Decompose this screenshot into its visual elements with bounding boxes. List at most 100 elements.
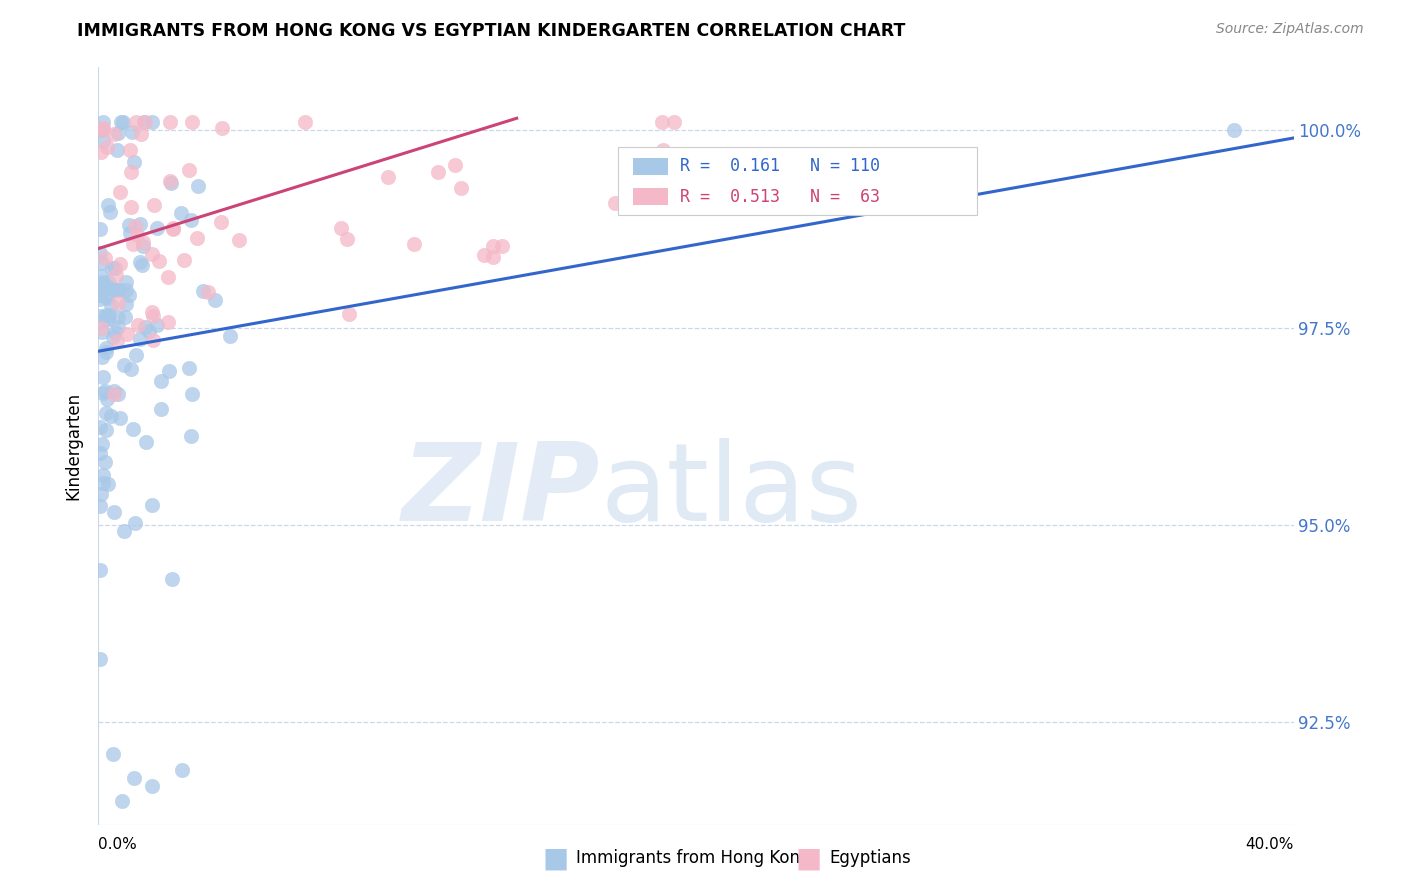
Point xyxy=(89,563,111,577)
Point xyxy=(204,293,226,307)
Point xyxy=(603,195,626,210)
Point xyxy=(115,275,138,289)
Point xyxy=(107,310,129,324)
Point xyxy=(180,212,202,227)
Point xyxy=(134,320,156,334)
Point xyxy=(97,275,120,289)
Point xyxy=(172,763,194,777)
Point xyxy=(103,747,125,761)
Point xyxy=(186,231,208,245)
Point xyxy=(114,297,136,311)
Point xyxy=(427,164,450,178)
Point xyxy=(337,307,360,321)
Point xyxy=(181,387,204,401)
Point xyxy=(444,158,467,172)
Point xyxy=(160,572,183,586)
Point xyxy=(110,185,132,199)
Point xyxy=(90,269,112,284)
Point xyxy=(472,247,495,261)
Point xyxy=(96,392,118,406)
Point xyxy=(191,284,214,298)
Point xyxy=(1223,123,1246,137)
Point xyxy=(103,127,125,141)
Point xyxy=(651,115,673,129)
Point xyxy=(98,205,121,219)
Point xyxy=(162,220,184,235)
Point xyxy=(90,255,112,269)
Point xyxy=(91,386,114,401)
Point xyxy=(127,318,149,332)
Point xyxy=(131,258,153,272)
Point xyxy=(132,115,155,129)
Point xyxy=(141,115,163,129)
Point xyxy=(121,125,143,139)
Point xyxy=(118,226,141,240)
Point xyxy=(89,309,111,323)
Point xyxy=(124,771,146,785)
Point xyxy=(120,164,142,178)
Point xyxy=(90,487,112,501)
Point xyxy=(112,524,135,538)
Point xyxy=(131,238,153,252)
Point xyxy=(100,298,122,312)
Point xyxy=(96,291,118,305)
Point xyxy=(450,181,472,195)
Point xyxy=(482,239,505,253)
Point xyxy=(94,455,117,469)
Point xyxy=(91,115,114,129)
Point xyxy=(89,246,111,260)
Point xyxy=(94,279,117,293)
Point xyxy=(141,779,163,793)
Point xyxy=(187,179,209,194)
Point xyxy=(96,140,118,154)
Point xyxy=(94,308,117,322)
Point xyxy=(103,282,125,296)
Point xyxy=(149,374,172,388)
Point xyxy=(141,498,163,512)
Point xyxy=(89,287,111,301)
Point xyxy=(146,318,169,332)
Point xyxy=(96,344,118,359)
Point xyxy=(142,333,165,347)
Point xyxy=(124,516,146,531)
Point xyxy=(156,314,179,328)
Point xyxy=(402,236,425,251)
Point xyxy=(118,218,141,232)
Point xyxy=(631,194,654,209)
Point xyxy=(107,143,129,157)
Point xyxy=(651,143,673,157)
Point xyxy=(209,214,232,228)
Point xyxy=(104,325,127,339)
Point xyxy=(94,251,117,265)
Point xyxy=(120,362,142,376)
Point xyxy=(91,350,114,364)
Point xyxy=(97,198,120,212)
Text: ■: ■ xyxy=(543,844,568,872)
Point xyxy=(181,115,204,129)
Point xyxy=(129,254,152,268)
Text: R =  0.513   N =  63: R = 0.513 N = 63 xyxy=(681,187,880,205)
Text: IMMIGRANTS FROM HONG KONG VS EGYPTIAN KINDERGARTEN CORRELATION CHART: IMMIGRANTS FROM HONG KONG VS EGYPTIAN KI… xyxy=(77,22,905,40)
Point xyxy=(122,422,145,436)
Point xyxy=(96,407,118,421)
Point xyxy=(93,276,115,290)
Y-axis label: Kindergarten: Kindergarten xyxy=(65,392,83,500)
Point xyxy=(91,123,114,137)
Point xyxy=(89,277,111,291)
Point xyxy=(129,217,152,231)
Point xyxy=(150,402,173,417)
Point xyxy=(103,387,125,401)
Point xyxy=(177,163,200,178)
Point xyxy=(142,309,165,323)
Text: ZIP: ZIP xyxy=(402,439,600,544)
Point xyxy=(132,235,155,250)
Point xyxy=(91,468,114,483)
Point xyxy=(97,311,120,326)
Point xyxy=(135,435,157,450)
Point xyxy=(197,285,219,299)
Point xyxy=(129,127,152,141)
Bar xyxy=(633,158,668,175)
Point xyxy=(89,446,111,460)
Point xyxy=(120,200,142,214)
Point xyxy=(228,233,250,247)
